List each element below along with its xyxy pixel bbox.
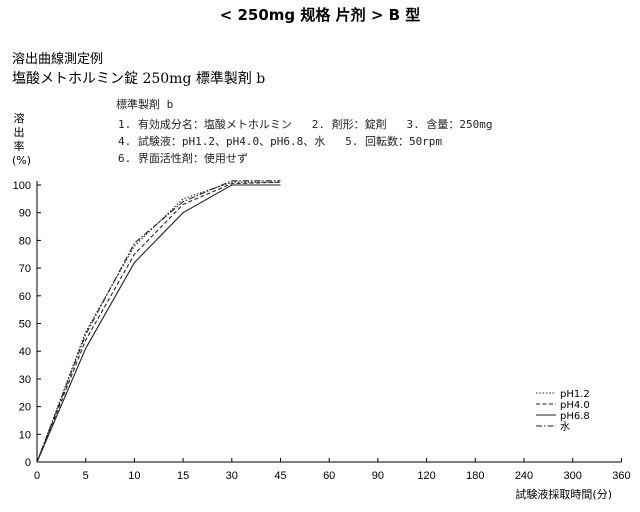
x-tick-label: 300 (564, 470, 582, 482)
y-tick-label: 100 (13, 180, 31, 192)
x-tick-label: 15 (177, 470, 189, 482)
x-tick-label: 30 (226, 470, 238, 482)
y-tick-label: 0 (25, 457, 31, 469)
doc-subtitle: 塩酸メトホルミン錠 250mg 標準製剤 b (12, 71, 266, 87)
legend-label-1: pH4.0 (560, 400, 590, 411)
x-tick-label: 240 (515, 470, 533, 482)
x-tick-label: 120 (417, 470, 435, 482)
legend-label-0: pH1.2 (560, 389, 590, 400)
conditions-row-1: 1. 有効成分名：塩酸メトホルミン 2. 剤形：錠剤 3. 含量：250mg (118, 118, 493, 131)
x-axis-label: 試験液採取時間(分) (515, 487, 612, 501)
x-tick-label: 60 (323, 470, 335, 482)
y-tick-label: 70 (19, 263, 31, 275)
x-tick-label: 5 (83, 470, 89, 482)
x-tick-label: 10 (128, 470, 140, 482)
y-tick-label: 50 (19, 319, 31, 331)
series-line-1 (36, 181, 281, 463)
conditions-row-2: 4. 試験液：pH1.2、pH4.0、pH6.8、水 5. 回転数：50rpm (118, 135, 443, 148)
x-tick-label: 45 (274, 470, 286, 482)
y-tick-label: 80 (19, 235, 31, 247)
y-tick-label: 60 (19, 291, 31, 303)
y-tick-label: 90 (19, 208, 31, 220)
conditions-title: 標準製剤 b (116, 98, 174, 111)
doc-title: 溶出曲線測定例 (12, 52, 104, 67)
y-tick-label: 20 (19, 402, 31, 414)
y-tick-label: 40 (19, 346, 31, 358)
conditions-row-3: 6. 界面活性剤：使用せず (118, 152, 248, 165)
y-tick-label: 30 (19, 374, 31, 386)
x-tick-label: 90 (372, 470, 384, 482)
page-header: < 250mg 规格 片剂 > B 型 (219, 6, 421, 24)
legend-label-3: 水 (560, 421, 570, 433)
x-tick-label: 360 (612, 470, 630, 482)
series-line-0 (36, 181, 281, 463)
series-line-3 (36, 180, 281, 463)
x-tick-label: 180 (466, 470, 484, 482)
y-tick-label: 10 (19, 429, 31, 441)
x-tick-label: 0 (34, 470, 40, 482)
series-line-2 (36, 184, 281, 463)
legend-label-2: pH6.8 (560, 411, 590, 422)
